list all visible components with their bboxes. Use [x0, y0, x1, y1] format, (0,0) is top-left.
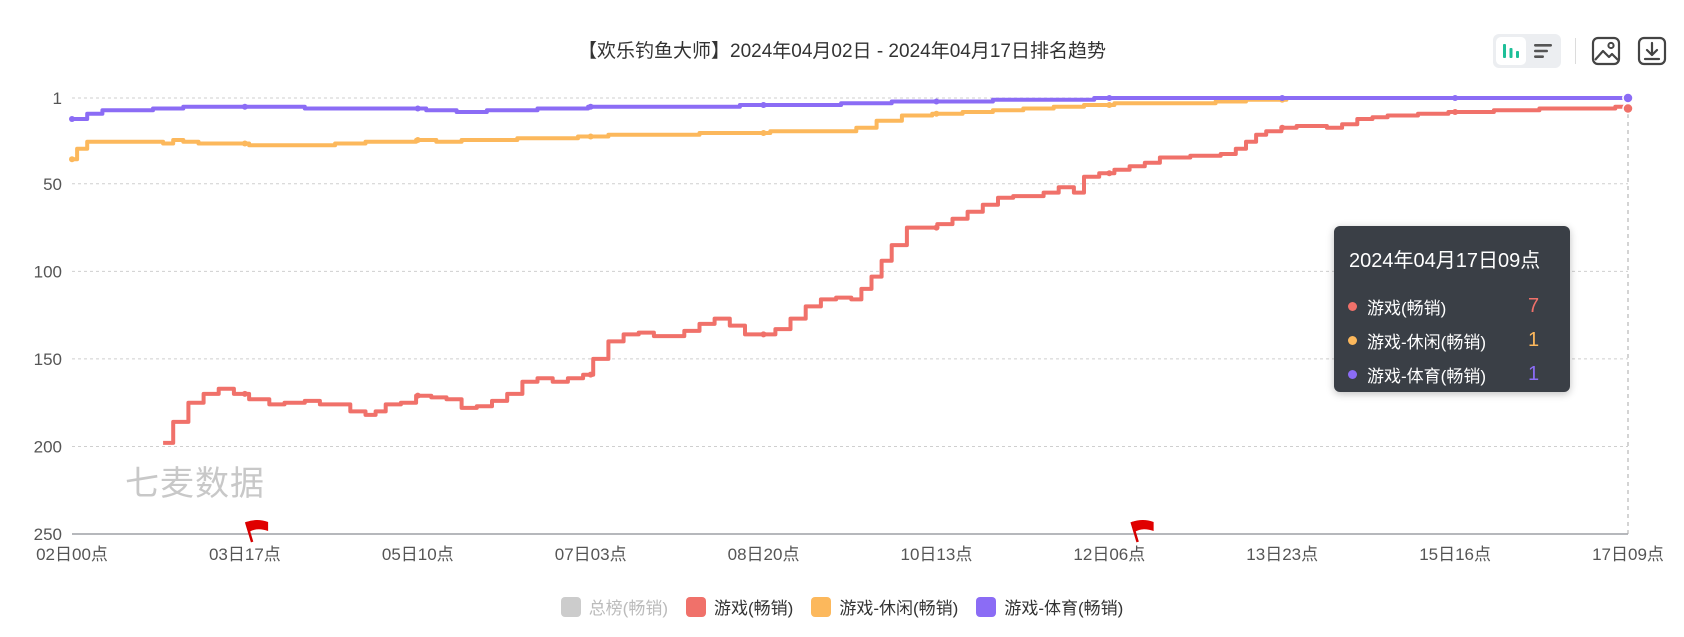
image-icon — [1591, 36, 1621, 66]
legend-item-overall[interactable]: 总榜(畅销) — [560, 594, 669, 619]
series-point — [241, 390, 248, 397]
series-point — [760, 102, 767, 109]
legend-item-casual[interactable]: 游戏-休闲(畅销) — [811, 594, 958, 619]
series-point — [1452, 109, 1459, 116]
view-toggle — [1493, 34, 1561, 68]
series-dot — [1348, 301, 1357, 311]
series-point — [414, 105, 421, 112]
bar-chart-icon — [1503, 44, 1519, 58]
y-tick-label: 150 — [34, 350, 62, 369]
series-point — [1452, 95, 1459, 101]
series-point — [1106, 170, 1113, 177]
list-mode-button[interactable] — [1528, 37, 1558, 65]
legend: 总榜(畅销) 游戏(畅销) 游戏-休闲(畅销) 游戏-体育(畅销) — [0, 594, 1684, 619]
series-point — [933, 98, 940, 105]
chart-title: 【欢乐钓鱼大师】2024年04月02日 - 2024年04月17日排名趋势 — [578, 41, 1106, 62]
tooltip-title: 2024年04月17日09点 — [1349, 250, 1541, 272]
hover-point — [1622, 92, 1634, 104]
tooltip-series-name: 游戏-休闲(畅销) — [1367, 332, 1486, 352]
legend-item-sports[interactable]: 游戏-体育(畅销) — [976, 594, 1123, 619]
x-tick-label: 12日06点 — [1073, 545, 1145, 564]
x-tick-label: 17日09点 — [1592, 545, 1664, 564]
series-point — [587, 103, 594, 110]
y-tick-label: 50 — [43, 175, 62, 194]
series-dot — [1348, 369, 1357, 379]
chart-toolbar — [1493, 33, 1668, 69]
series-line — [163, 104, 1630, 445]
series — [69, 95, 1631, 445]
series-point — [1106, 102, 1113, 109]
series-point — [241, 140, 248, 147]
legend-swatch — [686, 596, 707, 617]
series-point — [1106, 95, 1113, 101]
legend-label: 游戏-体育(畅销) — [1004, 599, 1124, 618]
series-point — [933, 110, 940, 117]
series-point — [1279, 124, 1286, 131]
y-tick-label: 200 — [34, 437, 62, 456]
series-point — [414, 137, 421, 144]
series-point — [69, 156, 75, 163]
save-image-button[interactable] — [1590, 35, 1622, 67]
tooltip-series-name: 游戏-体育(畅销) — [1367, 366, 1486, 386]
y-tick-label: 250 — [34, 525, 62, 544]
x-tick-label: 03日17点 — [209, 545, 281, 564]
legend-label: 游戏-休闲(畅销) — [839, 599, 959, 618]
series-dot — [1348, 335, 1357, 345]
series-point — [933, 224, 940, 231]
x-tick-label: 07日03点 — [555, 545, 627, 564]
series-point — [760, 130, 767, 137]
series-point — [760, 331, 767, 338]
x-tick-label: 15日16点 — [1419, 545, 1491, 564]
tooltip-series-name: 游戏(畅销) — [1367, 298, 1447, 318]
legend-label: 游戏(畅销) — [714, 599, 794, 618]
list-icon — [1534, 44, 1552, 58]
tooltip: 2024年04月17日09点 游戏(畅销) 7 游戏-休闲(畅销) 1 游戏-体… — [1334, 226, 1570, 392]
tooltip-series-value: 1 — [1528, 328, 1540, 351]
y-tick-label: 1 — [53, 89, 62, 108]
chart-mode-button[interactable] — [1496, 37, 1526, 65]
download-icon — [1637, 36, 1667, 66]
tooltip-row: 游戏-休闲(畅销) 1 — [1348, 328, 1539, 352]
x-tick-label: 10日13点 — [901, 545, 973, 564]
toolbar-divider — [1575, 38, 1576, 64]
series-point — [69, 116, 75, 123]
x-tick-label: 08日20点 — [728, 545, 800, 564]
x-tick-label: 02日00点 — [36, 545, 108, 564]
series-point — [414, 392, 421, 399]
legend-swatch — [811, 596, 832, 617]
event-flag-icon[interactable] — [1130, 520, 1154, 543]
x-tick-label: 13日23点 — [1246, 545, 1318, 564]
x-tick-label: 05日10点 — [382, 545, 454, 564]
series-point — [1279, 95, 1286, 101]
legend-swatch — [560, 596, 581, 617]
series-point — [587, 133, 594, 140]
event-flag-icon[interactable] — [244, 520, 269, 543]
series-point — [241, 103, 248, 110]
tooltip-series-value: 7 — [1528, 294, 1540, 317]
tooltip-series-value: 1 — [1528, 362, 1540, 385]
hover-point — [1622, 102, 1634, 115]
tooltip-row: 游戏-体育(畅销) 1 — [1348, 362, 1539, 386]
event-flags — [244, 520, 1154, 543]
y-tick-label: 100 — [34, 262, 62, 281]
hover-indicator — [1622, 92, 1634, 534]
download-button[interactable] — [1636, 35, 1668, 67]
watermark: 七麦数据 — [125, 465, 265, 503]
series-line — [72, 96, 1408, 162]
legend-item-games[interactable]: 游戏(畅销) — [686, 594, 793, 619]
series-point — [587, 371, 594, 378]
legend-swatch — [976, 596, 997, 617]
legend-label: 总榜(畅销) — [588, 599, 669, 618]
tooltip-row: 游戏(畅销) 7 — [1348, 294, 1539, 318]
